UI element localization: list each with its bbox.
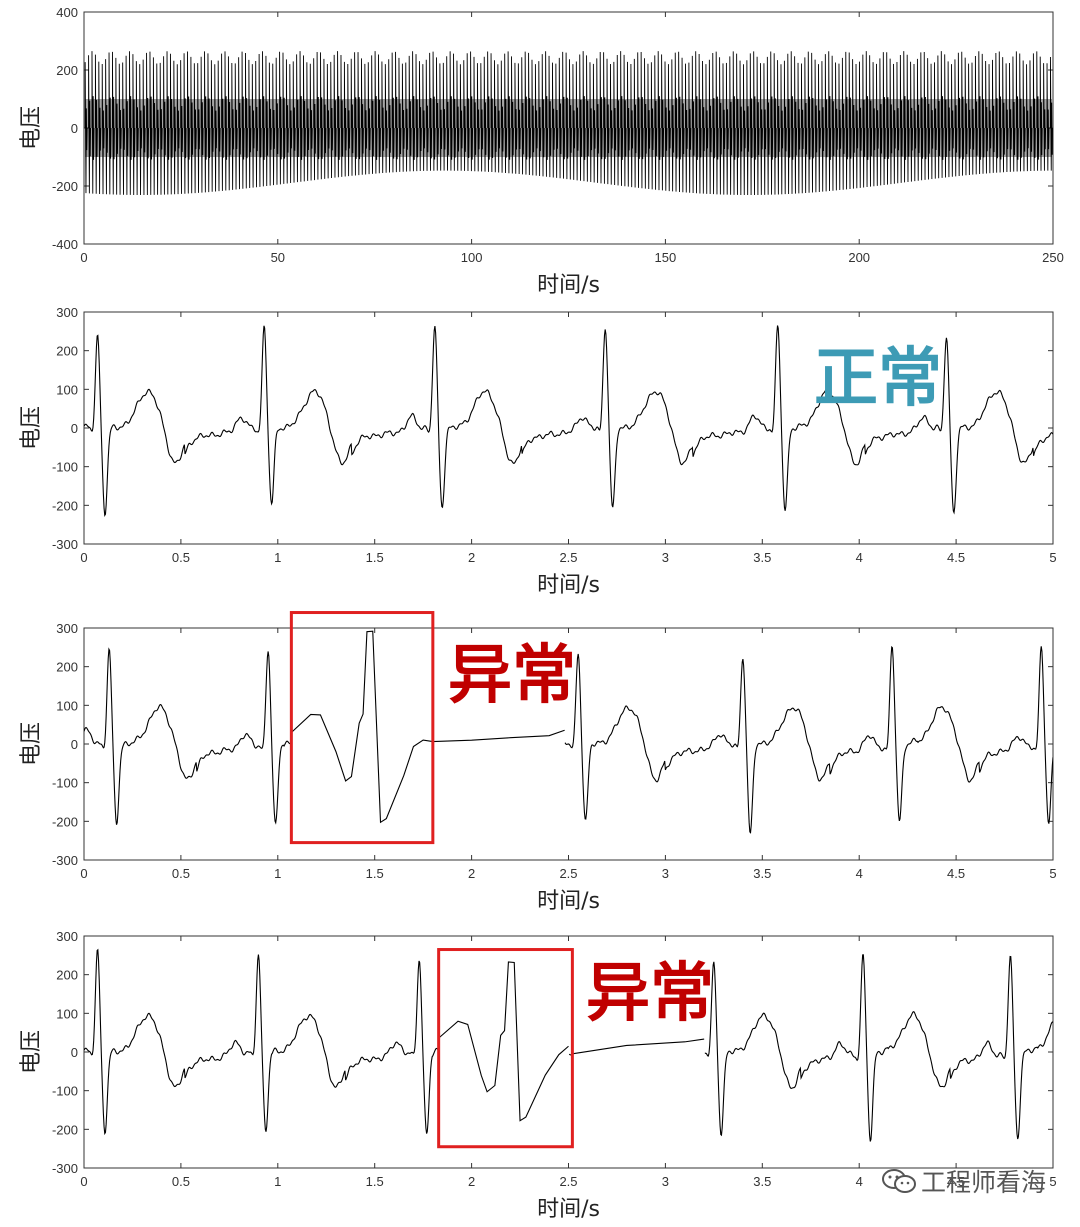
x-tick-label: 3.5	[753, 550, 771, 565]
ecg-abnormal-beat-line	[290, 630, 433, 824]
chart-panel-full-record: 0 50 100 150 200 250 -400 -200 0 200 400 时间/s 电压	[19, 5, 1064, 298]
x-tick-label: 2	[468, 550, 475, 565]
annotation-label: 正常	[814, 341, 942, 416]
x-axis-label: 时间/s	[537, 573, 600, 598]
ecg-flat-segment-line	[572, 1038, 705, 1055]
x-tick-label: 4.5	[947, 1174, 965, 1189]
y-tick-label: 200	[56, 660, 78, 675]
x-tick-label: 1	[274, 866, 281, 881]
x-tick-label: 1.5	[366, 866, 384, 881]
x-tick-label: 100	[461, 250, 483, 265]
x-tick-label: 5	[1049, 866, 1056, 881]
y-tick-label: -200	[52, 814, 78, 829]
watermark-text: 工程师看海	[920, 1168, 1046, 1197]
x-tick-label: 0.5	[172, 550, 190, 565]
x-tick-label: 4	[856, 1174, 863, 1189]
x-tick-label: 3.5	[753, 1174, 771, 1189]
x-tick-label: 3	[662, 866, 669, 881]
y-tick-label: -200	[52, 1122, 78, 1137]
x-tick-label: 0	[80, 866, 87, 881]
y-tick-label: -100	[52, 1084, 78, 1099]
y-axis-label: 电压	[19, 406, 44, 450]
x-tick-label: 2.5	[559, 1174, 577, 1189]
y-tick-label: -100	[52, 460, 78, 475]
plot-frame	[83, 311, 1054, 545]
x-tick-label: 3.5	[753, 866, 771, 881]
ecg-dense-band	[85, 99, 1052, 157]
chart-panel-normal: 0 0.5 1 1.5 2 2.5 3 3.5 4 4.5 5 -300 -200 -100 0 100 200…	[19, 305, 1057, 598]
x-tick-label: 250	[1042, 250, 1064, 265]
x-tick-label: 4	[856, 550, 863, 565]
y-tick-label: 100	[56, 698, 78, 713]
y-tick-label: -300	[52, 537, 78, 552]
y-tick-label: -400	[52, 237, 78, 252]
y-tick-label: 200	[56, 63, 78, 78]
y-tick-label: 0	[71, 121, 78, 136]
x-tick-label: 5	[1049, 1174, 1056, 1189]
y-axis-label: 电压	[19, 106, 44, 150]
chart-panel-abnormal-1: 0 0.5 1 1.5 2 2.5 3 3.5 4 4.5 5 -300 -200 -100 0 100 200…	[19, 611, 1057, 914]
x-axis-label: 时间/s	[537, 889, 600, 914]
abnormal-highlight-box	[437, 948, 574, 1149]
x-tick-label: 4	[856, 866, 863, 881]
annotation-label: 异常	[586, 956, 714, 1031]
x-tick-label: 2	[468, 1174, 475, 1189]
x-tick-label: 4.5	[947, 866, 965, 881]
y-tick-label: -300	[52, 1161, 78, 1176]
x-tick-label: 2	[468, 866, 475, 881]
y-tick-label: 300	[56, 929, 78, 944]
x-tick-label: 2.5	[559, 866, 577, 881]
y-tick-label: -200	[52, 179, 78, 194]
y-tick-label: 100	[56, 382, 78, 397]
abnormal-highlight-box	[289, 611, 435, 845]
x-tick-label: 1	[274, 550, 281, 565]
chart-panel-abnormal-2: 0 0.5 1 1.5 2 2.5 3 3.5 4 4.5 5 -300 -200 -100 0 100 200…	[19, 929, 1057, 1222]
ecg-series-line	[84, 51, 1053, 195]
ecg-flat-segment-line	[432, 729, 565, 743]
ecg-series-line	[84, 325, 1053, 518]
x-tick-label: 0	[80, 1174, 87, 1189]
x-tick-label: 3	[662, 1174, 669, 1189]
y-tick-label: 400	[56, 5, 78, 20]
x-axis-label: 时间/s	[537, 273, 600, 298]
y-tick-label: 0	[71, 1045, 78, 1060]
y-tick-label: 0	[71, 737, 78, 752]
x-tick-label: 0.5	[172, 1174, 190, 1189]
x-tick-label: 5	[1049, 550, 1056, 565]
y-tick-label: 0	[71, 421, 78, 436]
x-tick-label: 50	[271, 250, 285, 265]
ecg-series-line	[84, 645, 1053, 834]
y-tick-label: 100	[56, 1006, 78, 1021]
y-tick-label: -100	[52, 776, 78, 791]
x-tick-label: 2.5	[559, 550, 577, 565]
y-tick-label: -200	[52, 498, 78, 513]
wechat-icon	[881, 1169, 916, 1193]
y-tick-label: 200	[56, 968, 78, 983]
y-tick-label: -300	[52, 853, 78, 868]
x-axis-label: 时间/s	[537, 1197, 600, 1222]
x-tick-label: 0	[80, 250, 87, 265]
plot-frame	[83, 935, 1054, 1169]
y-tick-label: 300	[56, 621, 78, 636]
y-axis-label: 电压	[19, 722, 44, 766]
annotation-label: 异常	[448, 638, 576, 713]
x-tick-label: 0.5	[172, 866, 190, 881]
x-tick-label: 4.5	[947, 550, 965, 565]
x-tick-label: 1.5	[366, 550, 384, 565]
ecg-abnormal-beat-line	[438, 961, 569, 1122]
x-tick-label: 0	[80, 550, 87, 565]
x-tick-label: 200	[848, 250, 870, 265]
x-tick-label: 150	[655, 250, 677, 265]
y-tick-label: 200	[56, 344, 78, 359]
y-axis-label: 电压	[19, 1030, 44, 1074]
watermark: 工程师看海	[881, 1163, 1046, 1199]
y-tick-label: 300	[56, 305, 78, 320]
x-tick-label: 1	[274, 1174, 281, 1189]
x-tick-label: 3	[662, 550, 669, 565]
x-tick-label: 1.5	[366, 1174, 384, 1189]
